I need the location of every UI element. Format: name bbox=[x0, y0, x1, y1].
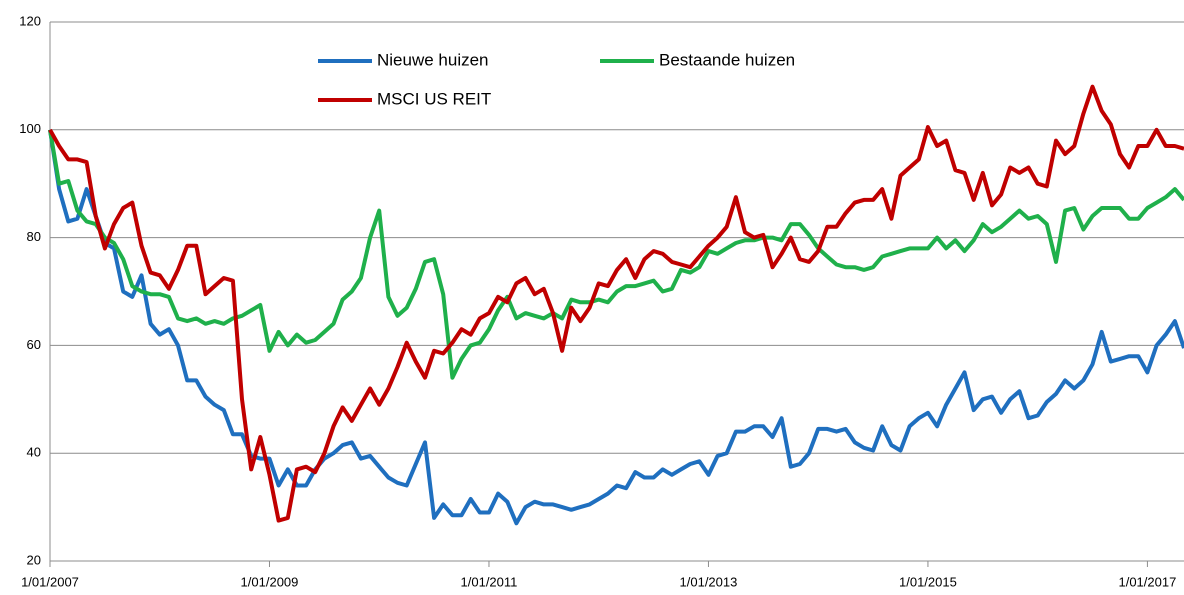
y-tick-label: 60 bbox=[27, 337, 41, 352]
x-tick-label: 1/01/2007 bbox=[21, 574, 79, 589]
x-tick-label: 1/01/2017 bbox=[1118, 574, 1176, 589]
x-tick-label: 1/01/2011 bbox=[461, 574, 518, 589]
series-line bbox=[48, 84, 1184, 523]
series-line bbox=[48, 129, 1184, 380]
y-tick-label: 20 bbox=[27, 552, 41, 567]
legend: Nieuwe huizen Bestaande huizen MSCI US REI… bbox=[318, 50, 795, 108]
y-tick-label: 40 bbox=[27, 445, 41, 460]
y-tick-label: 100 bbox=[19, 121, 41, 136]
x-tick-label: 1/01/2013 bbox=[680, 574, 738, 589]
x-tick-label: 1/01/2009 bbox=[241, 574, 299, 589]
y-tick-label: 80 bbox=[27, 229, 41, 244]
legend-label: MSCI US REIT bbox=[377, 89, 491, 108]
series-line bbox=[48, 129, 1184, 526]
y-tick-label: 120 bbox=[19, 13, 41, 28]
legend-label: Bestaande huizen bbox=[659, 50, 795, 69]
x-tick-label: 1/01/2015 bbox=[899, 574, 957, 589]
legend-label: Nieuwe huizen bbox=[377, 50, 489, 69]
